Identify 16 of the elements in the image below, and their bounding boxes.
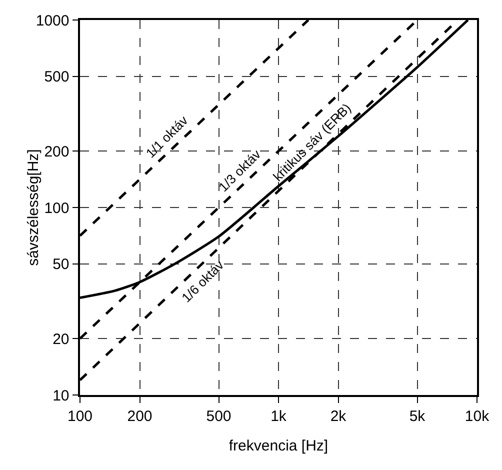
y-tick-label: 100 [44,200,70,217]
y-tick-label: 50 [52,256,70,274]
x-tick-label: 2k [330,408,347,425]
y-tick-label: 20 [52,330,70,348]
y-tick-label: 500 [44,68,70,86]
x-tick-label: 100 [67,408,93,425]
y-tick-label: 10 [52,387,70,404]
x-tick-label: 200 [127,408,152,425]
x-tick-label: 500 [206,408,232,425]
x-tick-label: 1k [270,408,287,425]
x-axis-title: frekvencia [Hz] [228,438,328,454]
x-tick-label: 5k [409,408,426,425]
y-tick-label: 200 [44,143,70,160]
y-tick-label: 1000 [36,12,70,30]
x-tick-label: 10k [464,408,490,425]
y-axis-title: sávszélesség[Hz] [25,149,42,266]
